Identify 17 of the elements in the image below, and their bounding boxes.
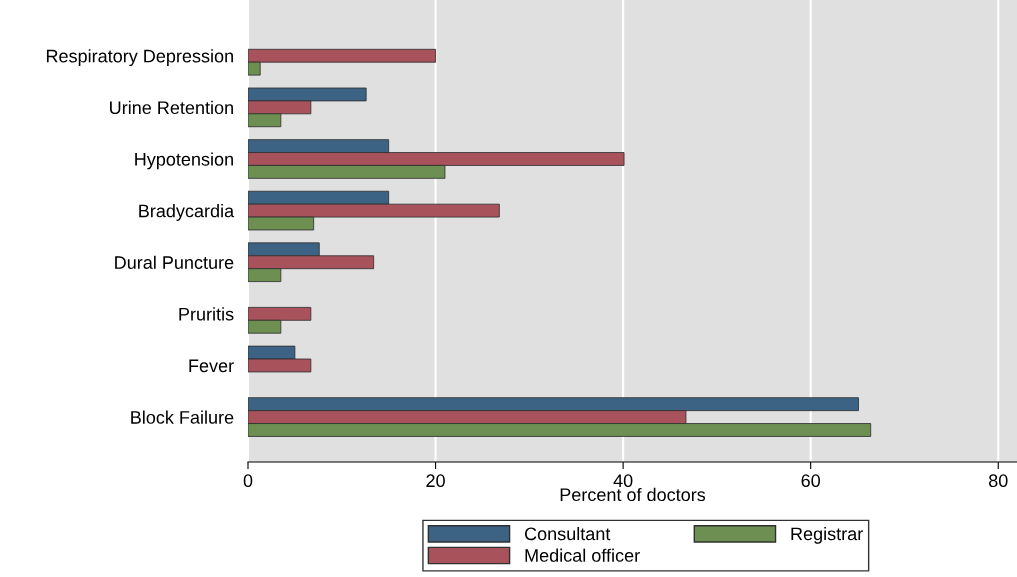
y-tick-label: Hypotension bbox=[135, 152, 233, 170]
x-tick-label: 20 bbox=[426, 474, 445, 488]
y-tick-label: Block Failure bbox=[131, 410, 234, 424]
x-tick-label: 40 bbox=[613, 474, 633, 488]
legend-label: Medical officer bbox=[525, 548, 640, 562]
y-tick-label: Dural Puncture bbox=[115, 255, 234, 269]
y-tick-label: Bradycardia bbox=[139, 204, 235, 221]
y-tick-label: Fever bbox=[189, 359, 234, 373]
x-tick-label: 80 bbox=[988, 474, 1008, 488]
y-tick-label: Pruritis bbox=[179, 307, 234, 321]
x-tick-label: 0 bbox=[243, 474, 253, 488]
legend-label: Registrar bbox=[791, 526, 863, 544]
x-axis-title: Percent of doctors bbox=[560, 487, 706, 502]
legend-label: Consultant bbox=[524, 526, 611, 541]
x-tick-label: 60 bbox=[801, 474, 821, 488]
y-tick-label: Urine Retention bbox=[110, 100, 233, 115]
y-tick-label: Respiratory Depression bbox=[46, 49, 233, 67]
